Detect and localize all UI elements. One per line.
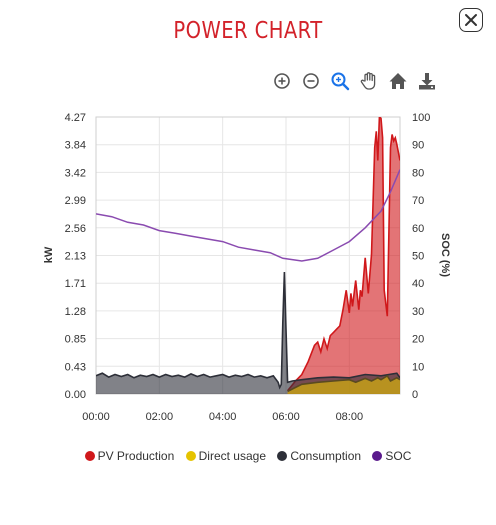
- page-title: POWER CHART: [173, 18, 323, 44]
- y2-tick-label: 100: [412, 112, 430, 124]
- zoom-select-button[interactable]: [329, 70, 351, 92]
- y2-tick-label: 70: [412, 195, 424, 207]
- pan-button[interactable]: [358, 70, 380, 92]
- y2-tick-label: 20: [412, 334, 424, 346]
- legend-item-soc[interactable]: SOC: [372, 449, 411, 463]
- y-tick-label: 3.42: [65, 167, 86, 179]
- y2-tick-label: 60: [412, 223, 424, 235]
- x-tick-label: 08:00: [336, 411, 364, 423]
- y2-tick-label: 40: [412, 278, 424, 290]
- legend-label: Consumption: [290, 449, 362, 463]
- legend-label: SOC: [385, 449, 412, 463]
- zoom-select-icon: [331, 72, 350, 91]
- legend-item-pv-production[interactable]: PV Production: [84, 449, 175, 463]
- zoom-in-icon: [274, 73, 290, 89]
- legend-swatch: [277, 451, 288, 461]
- direct-usage-area: [287, 375, 400, 394]
- zoom-out-button[interactable]: [300, 70, 322, 92]
- close-button[interactable]: [459, 8, 483, 32]
- y-tick-label: 0.43: [65, 361, 86, 373]
- y2-tick-label: 0: [412, 389, 418, 401]
- y2-tick-label: 80: [412, 167, 424, 179]
- y-tick-label: 0.00: [65, 389, 86, 401]
- reset-zoom-button[interactable]: [387, 70, 409, 92]
- legend-label: Direct usage: [198, 449, 266, 463]
- direct-usage-line: [287, 374, 400, 393]
- y-tick-label: 1.71: [65, 278, 86, 290]
- download-button[interactable]: [416, 70, 438, 92]
- close-icon: [465, 14, 477, 26]
- legend-swatch: [84, 451, 95, 461]
- legend-item-consumption[interactable]: Consumption: [277, 449, 361, 463]
- download-icon: [419, 73, 435, 90]
- y-tick-label: 2.56: [65, 223, 86, 235]
- pan-hand-icon: [360, 72, 376, 90]
- zoom-out-icon: [303, 73, 319, 89]
- legend-item-direct-usage[interactable]: Direct usage: [185, 449, 266, 463]
- y2-tick-label: 90: [412, 140, 424, 152]
- home-reset-icon: [389, 73, 407, 89]
- y-tick-label: 0.85: [65, 334, 86, 346]
- pv-production-area: [287, 117, 400, 394]
- y2-tick-label: 50: [412, 251, 424, 263]
- legend-swatch: [372, 451, 383, 461]
- legend-swatch: [185, 451, 196, 461]
- x-tick-label: 02:00: [146, 411, 174, 423]
- zoom-in-button[interactable]: [271, 70, 293, 92]
- y-tick-label: 3.84: [65, 140, 86, 152]
- consumption-line: [96, 271, 400, 390]
- x-tick-label: 06:00: [272, 411, 300, 423]
- y-tick-label: 1.28: [65, 306, 86, 318]
- x-tick-label: 00:00: [82, 411, 110, 423]
- x-tick-label: 04:00: [209, 411, 237, 423]
- y2-tick-label: 10: [412, 361, 424, 373]
- y-axis-label: kW: [43, 246, 55, 263]
- legend-label: PV Production: [97, 449, 175, 463]
- y-tick-label: 4.27: [65, 112, 86, 124]
- chart-legend: PV Production Direct usage Consumption S…: [0, 449, 496, 463]
- pv-production-line: [286, 117, 400, 392]
- y2-tick-label: 30: [412, 306, 424, 318]
- y-tick-label: 2.13: [65, 251, 86, 263]
- y-tick-label: 2.99: [65, 195, 86, 207]
- soc-line: [96, 169, 400, 262]
- y2-axis-label: SOC (%): [439, 233, 451, 277]
